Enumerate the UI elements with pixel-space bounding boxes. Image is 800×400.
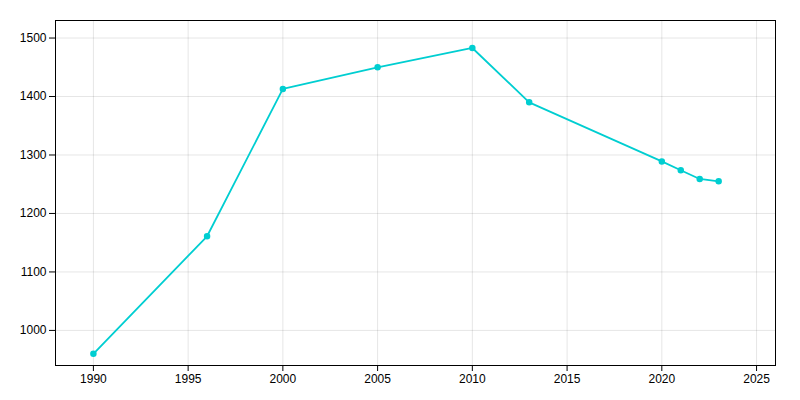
svg-text:1995: 1995 [175, 372, 202, 386]
svg-text:1300: 1300 [20, 148, 47, 162]
svg-text:2010: 2010 [459, 372, 486, 386]
svg-text:1100: 1100 [21, 265, 47, 279]
svg-text:2000: 2000 [270, 372, 297, 386]
svg-text:2015: 2015 [554, 372, 581, 386]
svg-text:1500: 1500 [20, 31, 47, 45]
svg-text:1400: 1400 [20, 89, 47, 103]
svg-text:1200: 1200 [20, 206, 47, 220]
svg-text:2005: 2005 [364, 372, 391, 386]
svg-text:1000: 1000 [20, 323, 47, 337]
svg-text:2025: 2025 [743, 372, 770, 386]
svg-text:2020: 2020 [648, 372, 675, 386]
svg-text:1990: 1990 [80, 372, 107, 386]
